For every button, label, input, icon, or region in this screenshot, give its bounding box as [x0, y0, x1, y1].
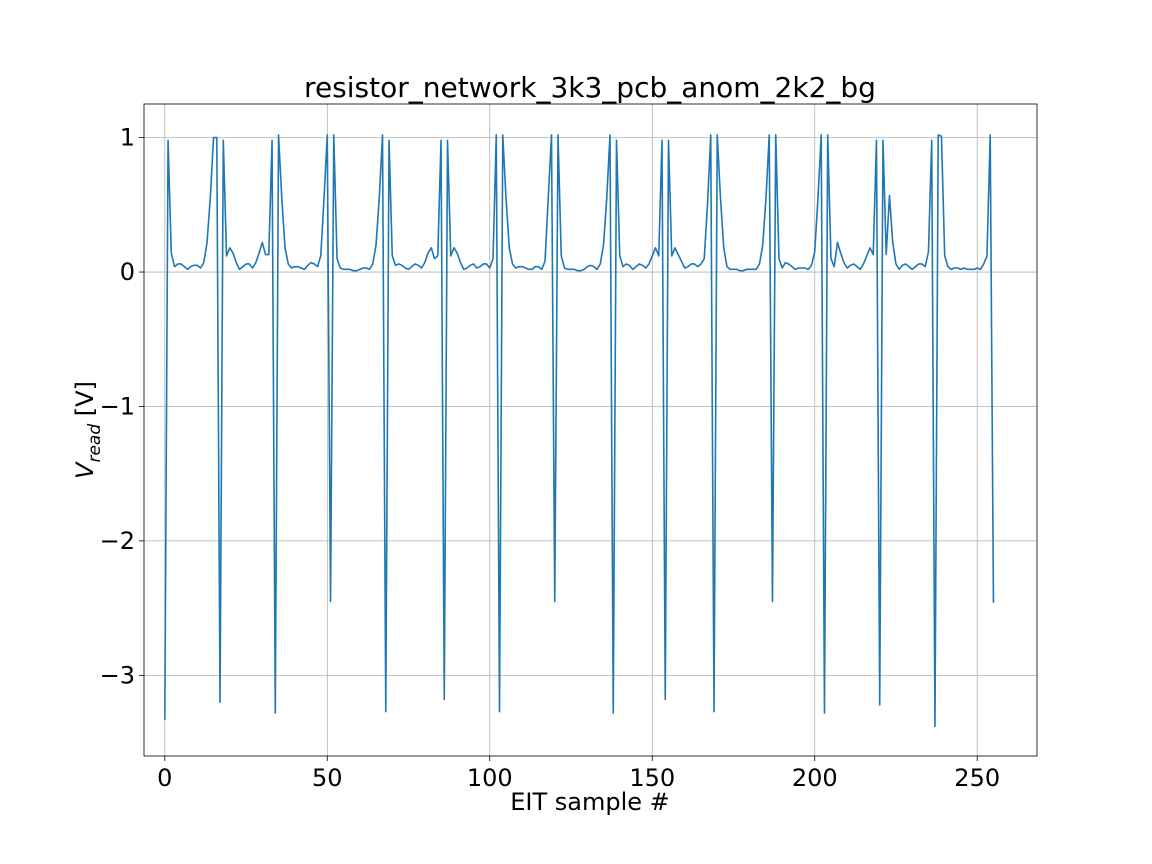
x-axis-label: EIT sample # — [510, 788, 670, 816]
y-tick-label: −3 — [100, 661, 135, 689]
series-layer — [164, 134, 995, 728]
x-tick-label: 250 — [954, 764, 1000, 792]
y-axis-label-sub: read — [85, 424, 105, 463]
x-tick-label: 100 — [467, 764, 513, 792]
x-tick-label: 200 — [792, 764, 838, 792]
y-axis-label-main: V — [71, 461, 99, 479]
y-tick-label: −1 — [100, 392, 135, 420]
series-line — [164, 134, 995, 728]
y-tick-label: 1 — [120, 124, 135, 152]
x-tick-label: 150 — [629, 764, 675, 792]
y-axis-label-unit: [V] — [71, 381, 99, 424]
chart-title: resistor_network_3k3_pcb_anom_2k2_bg — [304, 71, 876, 104]
y-tick-label: −2 — [100, 527, 135, 555]
y-tick-label: 0 — [120, 258, 135, 286]
x-tick-label: 0 — [157, 764, 172, 792]
x-tick-label: 50 — [312, 764, 343, 792]
axis-ticks: 0 50 100 150 200 250 −3 −2 −1 0 1 — [100, 124, 1001, 792]
plot-frame — [143, 103, 1038, 757]
y-axis-label: Vread [V] — [71, 381, 105, 479]
